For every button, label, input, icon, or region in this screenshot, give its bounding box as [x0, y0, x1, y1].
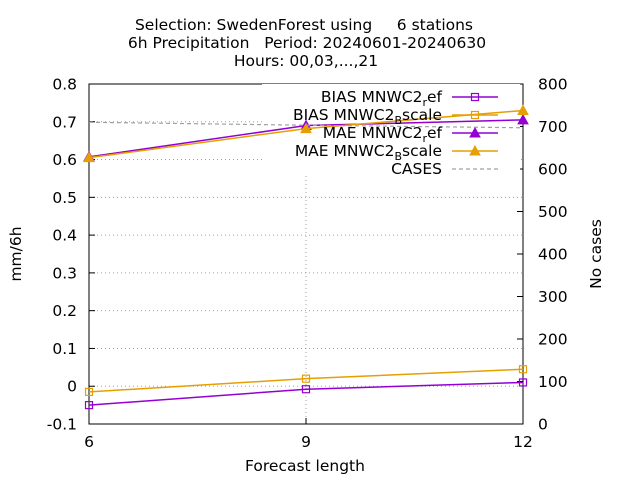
data-point	[518, 378, 528, 387]
data-point	[301, 374, 311, 383]
legend-label-subscript: B	[395, 114, 403, 127]
y-tick-label: 0.4	[52, 227, 77, 245]
y2-tick-label: 800	[538, 76, 568, 94]
x-tick-label: 9	[301, 433, 311, 451]
y-axis-ticks: -0.1 0 0.1 0.2 0.3 0.4 0.5 0.6 0.7 0.8	[47, 76, 95, 434]
legend-label-main: BIAS MNWC2	[321, 88, 423, 106]
y2-tick-label: 100	[538, 373, 568, 391]
x-axis-label: Forecast length	[245, 457, 365, 475]
legend-label: MAE MNWC2ref	[323, 124, 443, 145]
legend-marker	[470, 92, 480, 102]
y-axis-label: mm/6h	[7, 226, 25, 281]
y-tick-label: 0.3	[52, 264, 77, 282]
series-4	[83, 104, 529, 163]
legend-entry: MAE MNWC2ref	[323, 124, 498, 145]
chart-title: Selection: SwedenForest using 6 stations…	[128, 16, 486, 70]
legend-label-main: MAE MNWC2	[295, 142, 395, 160]
legend-marker	[469, 126, 481, 138]
legend-entry: BIAS MNWC2Bscale	[293, 106, 498, 127]
legend-label-tail: scale	[402, 106, 442, 124]
y2-tick-label: 700	[538, 118, 568, 136]
legend-label-main: CASES	[391, 160, 442, 178]
legend-label-subscript: r	[422, 132, 427, 145]
y2-axis-ticks: 0 100 200 300 400 500 600 700 800	[517, 76, 568, 434]
legend-label-subscript: r	[422, 96, 427, 109]
legend-label-main: BIAS MNWC2	[293, 106, 395, 124]
title-line-2: 6h Precipitation Period: 20240601-202406…	[128, 34, 486, 52]
legend-label-main: MAE MNWC2	[323, 124, 423, 142]
y-tick-label: 0	[67, 378, 77, 396]
y2-tick-label: 400	[538, 246, 568, 264]
legend-label: BIAS MNWC2ref	[321, 88, 443, 109]
data-point	[517, 113, 529, 125]
y-tick-label: 0.2	[52, 302, 77, 320]
y2-tick-label: 300	[538, 288, 568, 306]
legend-entry: BIAS MNWC2ref	[321, 88, 498, 109]
legend-label-tail: ef	[427, 124, 443, 142]
legend-entry: MAE MNWC2Bscale	[295, 142, 498, 163]
data-point	[83, 151, 95, 163]
y-tick-label: 0.1	[52, 340, 77, 358]
legend-label-subscript: B	[395, 150, 403, 163]
x-tick-label: 6	[84, 433, 94, 451]
data-point	[84, 387, 94, 396]
y2-tick-label: 0	[538, 416, 548, 434]
legend-marker	[469, 144, 481, 156]
legend-label-tail: scale	[402, 142, 442, 160]
series-line	[88, 381, 524, 406]
data-point	[301, 385, 311, 394]
y2-tick-label: 500	[538, 203, 568, 221]
series-2	[84, 365, 528, 396]
y-tick-label: 0.6	[52, 151, 77, 169]
y2-axis-label: No cases	[587, 219, 605, 289]
legend-label: MAE MNWC2Bscale	[295, 142, 442, 163]
series-1	[84, 378, 528, 410]
legend-marker	[470, 110, 480, 120]
title-line-3: Hours: 00,03,...,21	[234, 52, 378, 70]
legend-label-tail: ef	[427, 88, 443, 106]
data-point	[517, 104, 529, 115]
y2-tick-label: 200	[538, 331, 568, 349]
data-point	[84, 401, 94, 410]
data-point	[300, 122, 312, 134]
series-layer	[83, 104, 529, 410]
y-tick-label: 0.8	[52, 76, 77, 94]
series-5	[88, 121, 524, 129]
legend-label: BIAS MNWC2Bscale	[293, 106, 442, 127]
legend-label: CASES	[391, 160, 442, 178]
series-line	[88, 121, 524, 129]
legend-entry: CASES	[391, 160, 498, 178]
y-tick-label: 0.5	[52, 189, 77, 207]
y-tick-label: 0.7	[52, 113, 77, 131]
y-tick-label: -0.1	[47, 416, 77, 434]
y2-tick-label: 600	[538, 161, 568, 179]
data-point	[518, 365, 528, 374]
title-line-1: Selection: SwedenForest using 6 stations	[135, 16, 473, 34]
series-line	[88, 368, 524, 393]
x-tick-label: 12	[513, 433, 533, 451]
